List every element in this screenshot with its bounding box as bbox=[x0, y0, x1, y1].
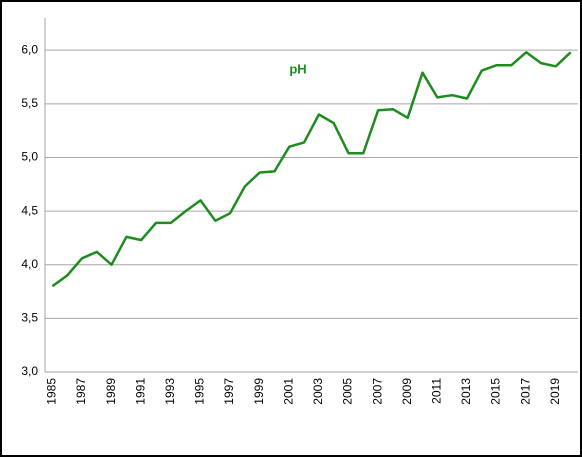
y-tick-label: 5,5 bbox=[21, 96, 38, 110]
x-tick-label: 1997 bbox=[222, 378, 236, 405]
y-tick-label: 5,0 bbox=[21, 150, 38, 164]
x-tick-label: 1993 bbox=[163, 378, 177, 405]
x-tick-label: 1989 bbox=[104, 378, 118, 405]
x-tick-label: 2019 bbox=[548, 378, 562, 405]
data-line bbox=[51, 51, 572, 288]
x-tick-label: 2009 bbox=[400, 378, 414, 405]
x-tick-label: 1985 bbox=[45, 378, 59, 405]
x-tick-label: 2011 bbox=[430, 378, 444, 404]
x-tick-label: 1991 bbox=[133, 378, 147, 405]
x-tick-label: 2005 bbox=[341, 378, 355, 405]
x-tick-label: 1999 bbox=[252, 378, 266, 405]
x-tick-label: 2003 bbox=[311, 378, 325, 405]
x-tick-label: 2007 bbox=[370, 378, 384, 405]
y-tick-label: 4,5 bbox=[21, 203, 38, 217]
x-tick-label: 2013 bbox=[459, 378, 473, 405]
x-tick-label: 1995 bbox=[193, 378, 207, 405]
x-tick-label: 1987 bbox=[74, 378, 88, 405]
chart-title: pH bbox=[289, 61, 306, 76]
y-tick-label: 3,5 bbox=[21, 311, 38, 325]
y-tick-label: 4,0 bbox=[21, 257, 38, 271]
x-tick-label: 2017 bbox=[518, 378, 532, 405]
x-tick-label: 2015 bbox=[489, 378, 503, 405]
y-tick-label: 6,0 bbox=[21, 42, 38, 56]
x-tick-label: 2001 bbox=[281, 378, 295, 405]
y-tick-label: 3,0 bbox=[21, 364, 38, 378]
